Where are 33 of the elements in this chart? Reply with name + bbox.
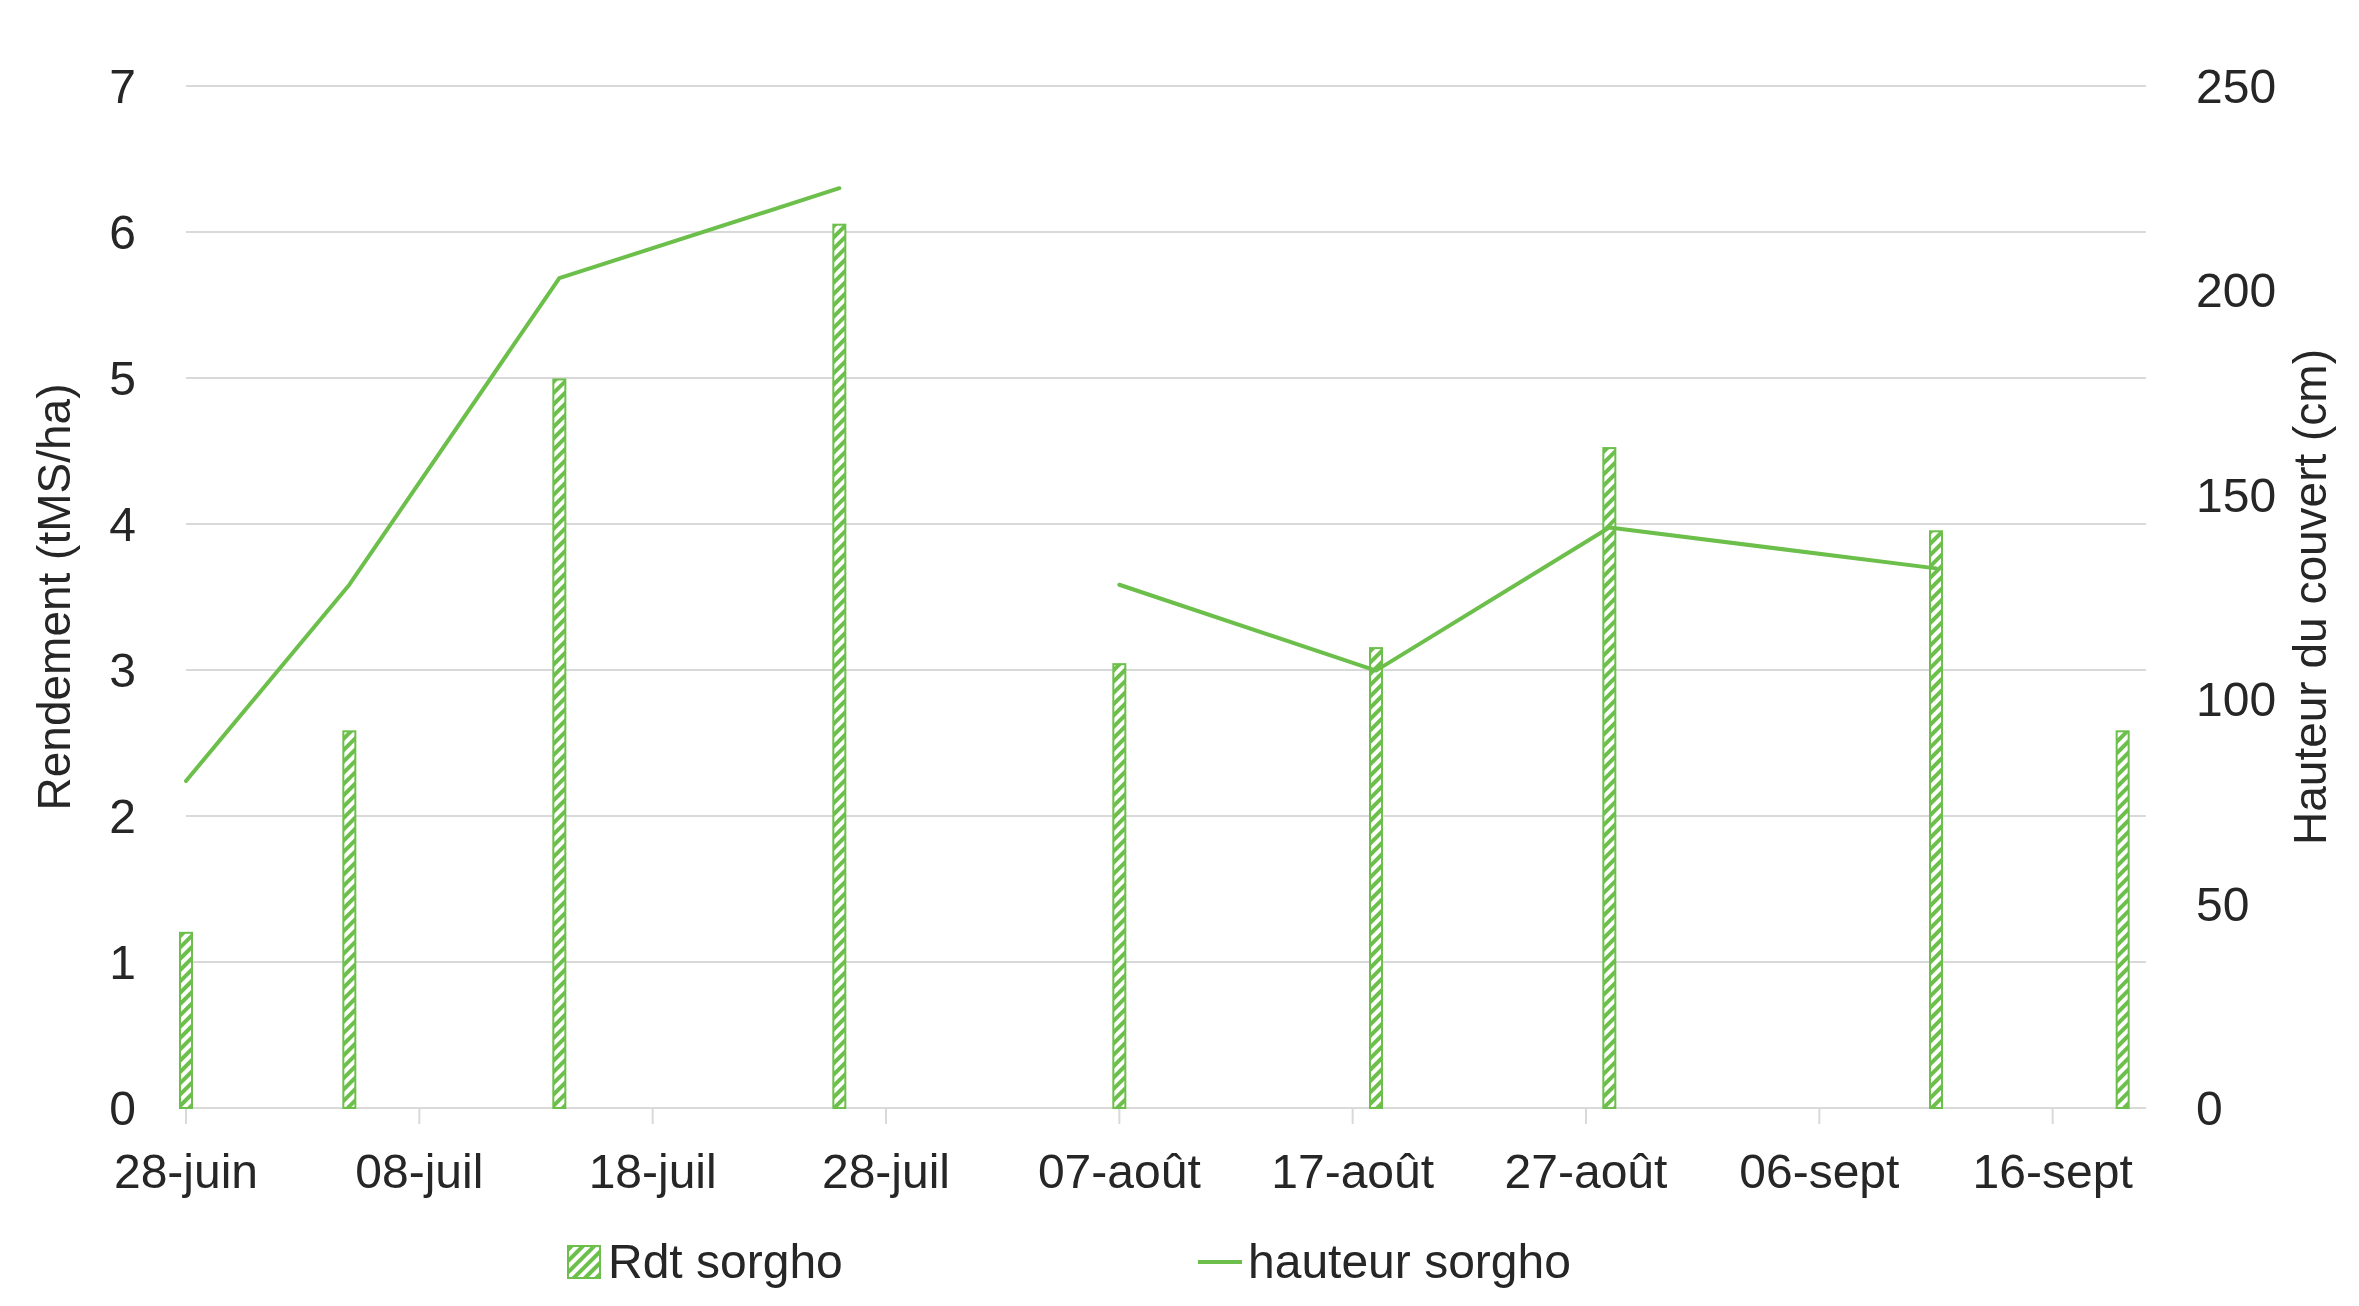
x-tick-label: 28-juil	[821, 1145, 951, 1198]
y-tick-label: 2	[109, 790, 136, 843]
bar	[832, 223, 847, 1109]
y2-tick-label: 0	[2196, 1082, 2223, 1135]
legend-label: Rdt sorgho	[608, 1235, 843, 1288]
x-tick-label: 28-juin	[113, 1145, 259, 1198]
x-tick-label: 08-juil	[355, 1145, 484, 1198]
bar	[342, 730, 357, 1109]
bar	[2115, 730, 2130, 1109]
y-tick-label: 4	[109, 498, 136, 551]
y-tick-label: 0	[109, 1082, 136, 1135]
x-tick-label: 06-sept	[1739, 1145, 1900, 1198]
y-tick-label: 7	[109, 60, 136, 113]
bar	[552, 378, 567, 1109]
y2-tick-label: 50	[2196, 877, 2250, 931]
bar	[1112, 663, 1127, 1109]
y2-tick-label: 200	[2196, 264, 2277, 318]
y2-tick-label: 100	[2196, 673, 2277, 727]
y2-tick-label: 250	[2196, 60, 2277, 113]
legend-label: hauteur sorgho	[1248, 1235, 1571, 1288]
x-tick-label: 07-août	[1037, 1145, 1201, 1198]
bar	[179, 931, 193, 1109]
y-axis-title: Rendement (tMS/ha)	[28, 383, 80, 811]
x-tick-label: 17-août	[1271, 1145, 1435, 1198]
y2-tick-label: 150	[2196, 468, 2277, 522]
y-tick-label: 3	[109, 644, 136, 697]
x-tick-label: 18-juil	[588, 1145, 717, 1198]
y2-axis-title: Hauteur du couvert (cm)	[2284, 349, 2336, 845]
y-tick-label: 5	[109, 352, 136, 405]
x-tick-label: 27-août	[1504, 1145, 1668, 1198]
y-tick-label: 6	[109, 206, 136, 259]
x-tick-label: 16-sept	[1972, 1145, 2133, 1198]
y-tick-label: 1	[109, 936, 136, 989]
